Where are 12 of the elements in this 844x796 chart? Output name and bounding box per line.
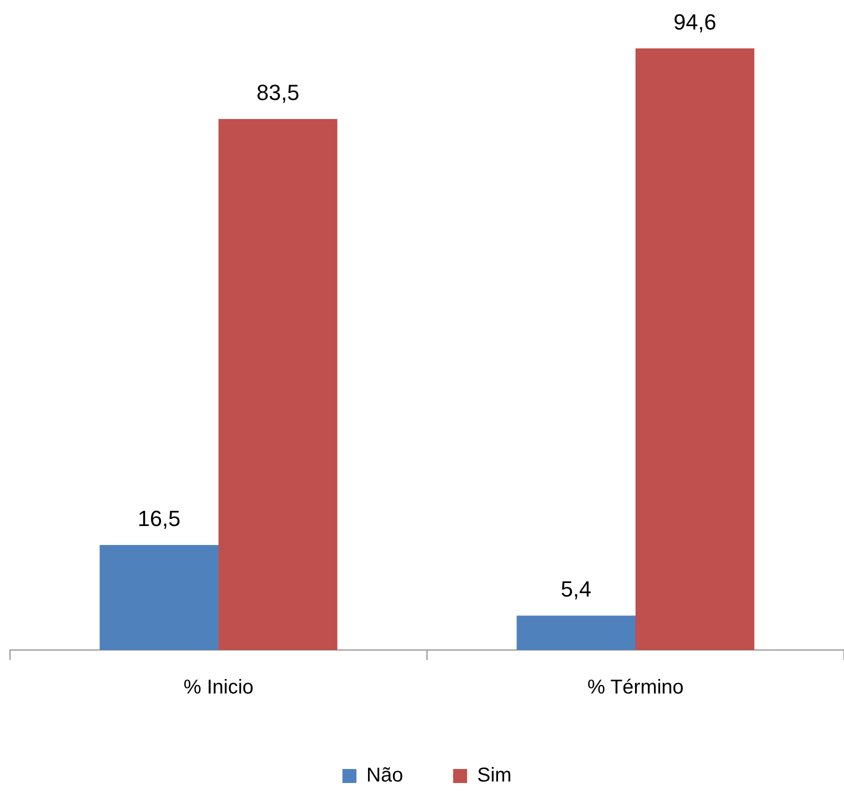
bar (218, 118, 338, 650)
data-label: 5,4 (560, 576, 592, 602)
x-tick-label: % Inicio (183, 676, 254, 699)
legend-label: Não (366, 764, 404, 787)
bar (636, 48, 754, 650)
legend-label: Sim (477, 764, 512, 787)
data-label: 94,6 (674, 9, 716, 34)
bar (516, 616, 636, 650)
x-tick-label: % Término (587, 676, 684, 699)
bar (100, 545, 218, 650)
data-label: 16,5 (138, 506, 180, 532)
data-label: 83,5 (256, 80, 300, 106)
